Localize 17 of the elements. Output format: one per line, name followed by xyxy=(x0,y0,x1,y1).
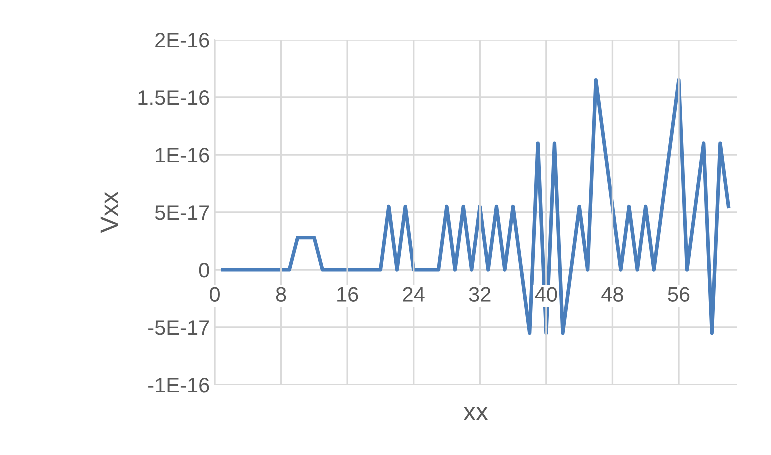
y-tick-label: -5E-17 xyxy=(148,320,210,336)
y-tick-label: 5E-17 xyxy=(155,206,210,220)
x-tick-label: 8 xyxy=(276,287,286,302)
x-tick-label: 0 xyxy=(210,287,220,302)
x-tick-label: 40 xyxy=(535,287,558,302)
y-tick-label: 0 xyxy=(199,263,210,278)
x-tick-label: 48 xyxy=(602,287,624,302)
x-tick-label: 56 xyxy=(668,287,690,302)
x-tick-label: 16 xyxy=(338,287,358,302)
y-tick-label: 1.5E-16 xyxy=(138,90,210,106)
y-tick-label: -1E-16 xyxy=(148,378,210,393)
y-tick-label: 2E-16 xyxy=(156,33,210,48)
x-tick-label: 32 xyxy=(469,287,491,302)
x-axis-title: xx xyxy=(464,407,488,420)
y-axis-title: Vxx xyxy=(100,192,118,234)
x-tick-label: 24 xyxy=(403,287,425,302)
y-tick-label: 1E-16 xyxy=(156,148,210,163)
